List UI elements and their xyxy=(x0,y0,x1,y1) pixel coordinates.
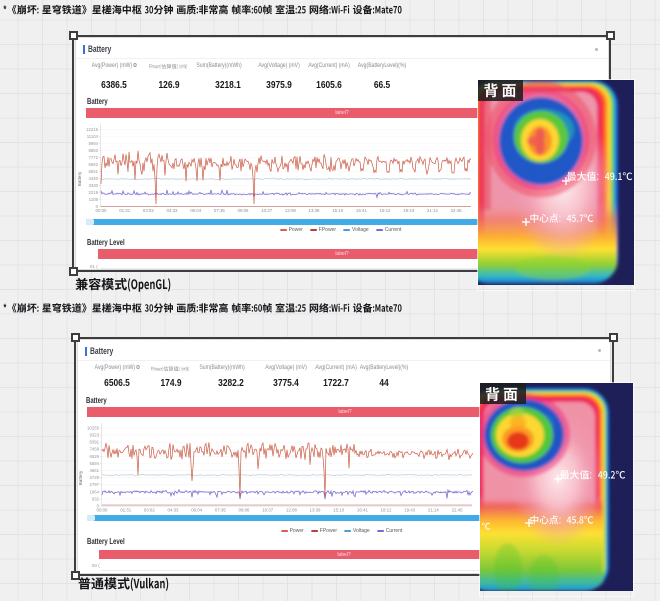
svg-text:21:14: 21:14 xyxy=(428,508,440,513)
svg-text:0: 0 xyxy=(97,504,100,509)
svg-text:09:06: 09:06 xyxy=(239,508,251,513)
svg-text:00:00: 00:00 xyxy=(97,508,109,513)
svg-text:15:10: 15:10 xyxy=(333,508,345,513)
svg-text:16:41: 16:41 xyxy=(357,508,369,513)
svg-text:04:33: 04:33 xyxy=(167,208,179,213)
svg-text:16:41: 16:41 xyxy=(356,208,368,213)
svg-text:Battery: Battery xyxy=(78,470,83,485)
svg-text:6526: 6526 xyxy=(89,454,99,459)
svg-text:12:08: 12:08 xyxy=(285,208,297,213)
svg-text:22:45: 22:45 xyxy=(451,208,463,213)
svg-text:0: 0 xyxy=(96,204,99,209)
svg-text:07:35: 07:35 xyxy=(214,208,226,213)
svg-text:19:43: 19:43 xyxy=(403,208,415,213)
svg-text:13:39: 13:39 xyxy=(310,508,322,513)
svg-text:18:12: 18:12 xyxy=(380,208,392,213)
svg-text:9323: 9323 xyxy=(89,433,99,438)
svg-text:9994: 9994 xyxy=(88,141,98,146)
svg-text:4440: 4440 xyxy=(88,176,98,181)
svg-text:1864: 1864 xyxy=(89,489,99,494)
svg-text:01:31: 01:31 xyxy=(120,508,132,513)
svg-text:8391: 8391 xyxy=(89,440,99,445)
svg-text:07:35: 07:35 xyxy=(215,508,227,513)
svg-text:Battery: Battery xyxy=(77,171,82,186)
svg-text:10255: 10255 xyxy=(87,425,100,430)
svg-text:2219: 2219 xyxy=(88,190,98,195)
svg-text:03:02: 03:02 xyxy=(144,508,156,513)
svg-text:1108: 1108 xyxy=(89,197,99,202)
svg-text:932: 932 xyxy=(92,496,100,501)
svg-text:12215: 12215 xyxy=(86,127,99,132)
svg-text:3729: 3729 xyxy=(89,475,99,480)
svg-text:2797: 2797 xyxy=(89,482,99,487)
svg-text:04:33: 04:33 xyxy=(168,508,180,513)
svg-text:01:31: 01:31 xyxy=(119,208,131,213)
svg-text:12:08: 12:08 xyxy=(286,508,298,513)
svg-text:3330: 3330 xyxy=(88,183,98,188)
svg-text:11104: 11104 xyxy=(87,134,99,139)
svg-text:21:14: 21:14 xyxy=(427,208,439,213)
svg-text:5551: 5551 xyxy=(88,169,98,174)
svg-text:19:43: 19:43 xyxy=(404,508,416,513)
svg-text:06:04: 06:04 xyxy=(190,208,202,213)
svg-text:09:06: 09:06 xyxy=(238,208,250,213)
svg-text:10:37: 10:37 xyxy=(261,208,273,213)
svg-text:8883: 8883 xyxy=(88,148,98,153)
svg-text:7458: 7458 xyxy=(89,447,99,452)
svg-text:5594: 5594 xyxy=(89,461,99,466)
svg-text:06:04: 06:04 xyxy=(191,508,203,513)
svg-text:15:10: 15:10 xyxy=(332,208,344,213)
svg-text:22:45: 22:45 xyxy=(452,508,464,513)
svg-text:13:39: 13:39 xyxy=(309,208,321,213)
svg-text:00:00: 00:00 xyxy=(96,208,108,213)
svg-text:03:02: 03:02 xyxy=(143,208,155,213)
svg-text:4661: 4661 xyxy=(89,468,99,473)
svg-text:7772: 7772 xyxy=(88,155,98,160)
svg-text:10:37: 10:37 xyxy=(262,508,274,513)
svg-text:6662: 6662 xyxy=(88,162,98,167)
svg-text:18:12: 18:12 xyxy=(381,508,393,513)
